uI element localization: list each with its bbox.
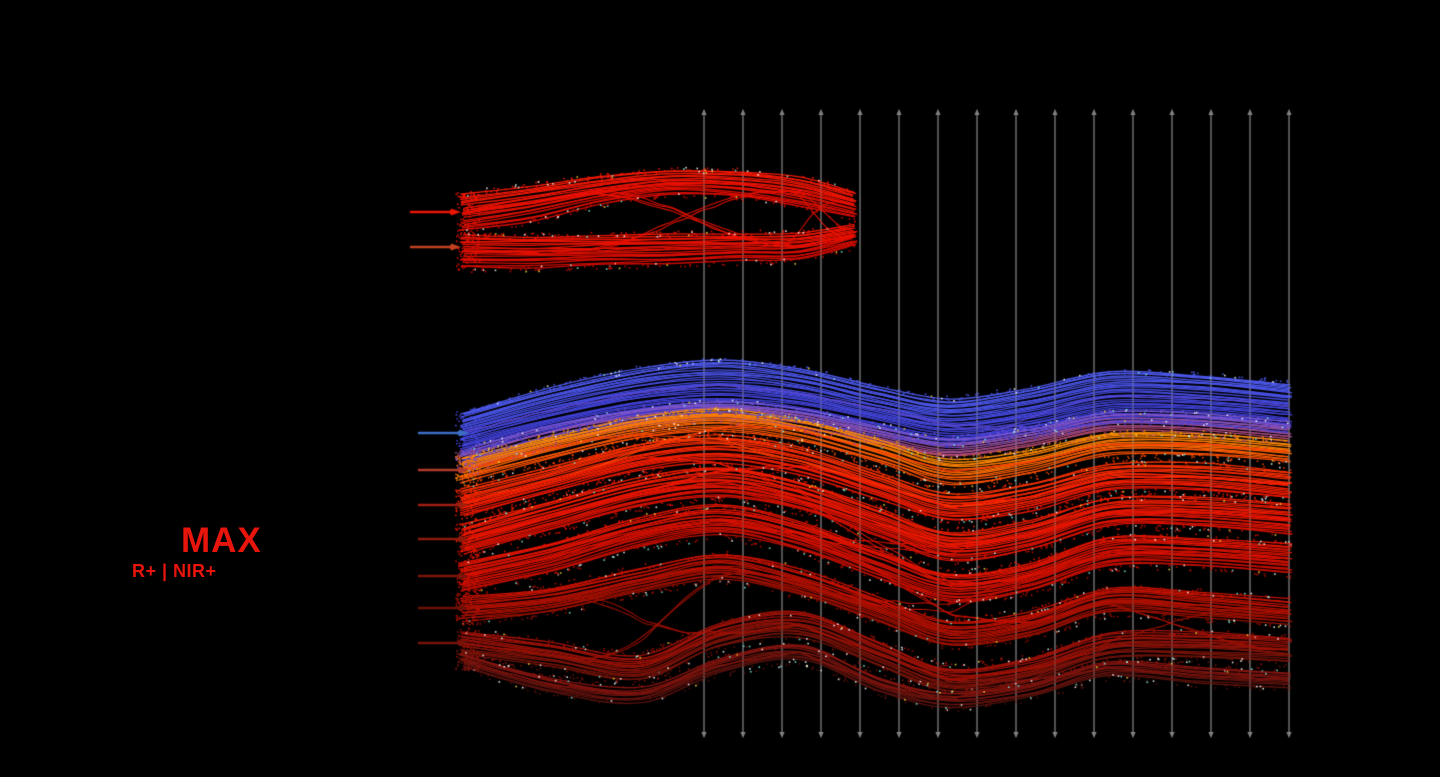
- chart-title: MAX: [181, 521, 262, 560]
- chart-subtitle-bands: R+ | NIR+: [132, 561, 217, 581]
